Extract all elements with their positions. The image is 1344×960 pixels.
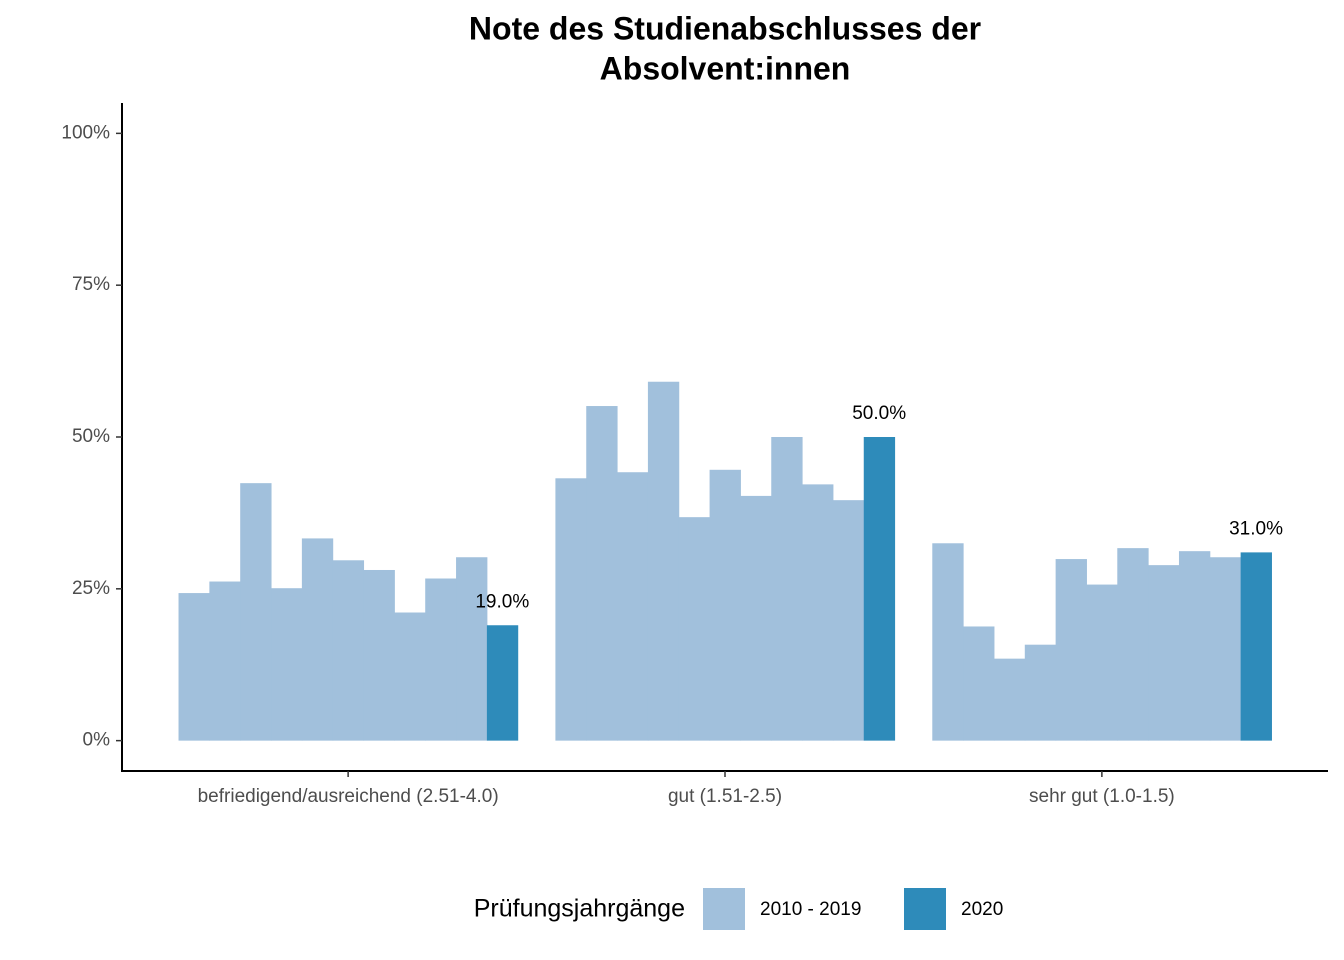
bar [271, 588, 303, 741]
bar [178, 593, 210, 741]
y-tick-label: 100% [61, 122, 110, 143]
bar [709, 469, 741, 741]
bar [586, 406, 618, 741]
bar [771, 437, 803, 741]
chart-title: Absolvent:innen [600, 50, 851, 86]
bar [301, 538, 334, 741]
y-tick-label: 0% [83, 730, 111, 751]
legend-key [904, 888, 946, 930]
bar [1024, 644, 1057, 741]
data-label: 19.0% [475, 591, 529, 612]
bar [1209, 557, 1242, 741]
bar [240, 483, 272, 741]
bar [1178, 551, 1211, 741]
legend-key [703, 888, 745, 930]
bar [963, 626, 995, 741]
bar [394, 612, 426, 741]
bar [647, 381, 680, 741]
bar [932, 543, 964, 741]
y-tick-label: 25% [72, 578, 110, 599]
chart-title: Note des Studienabschlusses der [469, 10, 981, 46]
data-label: 50.0% [852, 403, 906, 424]
bar [425, 578, 457, 741]
bar [740, 495, 772, 741]
bar [1055, 559, 1087, 741]
bar [1086, 584, 1118, 741]
bar [1240, 552, 1272, 741]
bar [456, 557, 488, 741]
bar [555, 478, 587, 741]
bar [1117, 548, 1149, 741]
x-tick-label: sehr gut (1.0-1.5) [1029, 786, 1175, 807]
bar [363, 569, 395, 741]
bar [332, 560, 365, 741]
y-tick-label: 50% [72, 426, 110, 447]
x-tick-label: gut (1.51-2.5) [668, 786, 782, 807]
legend-label: 2020 [961, 899, 1003, 920]
legend-label: 2010 - 2019 [760, 899, 861, 920]
bar [1148, 565, 1180, 741]
legend-title: Prüfungsjahrgänge [474, 895, 685, 923]
bar [678, 517, 711, 741]
bar [209, 581, 241, 741]
bar [832, 500, 865, 741]
bar [486, 625, 519, 741]
bar [802, 484, 834, 741]
bar [993, 658, 1026, 741]
data-label: 31.0% [1229, 518, 1283, 539]
bar [863, 437, 896, 741]
y-tick-label: 75% [72, 274, 110, 295]
bar [617, 472, 649, 741]
x-tick-label: befriedigend/ausreichend (2.51-4.0) [198, 786, 499, 807]
